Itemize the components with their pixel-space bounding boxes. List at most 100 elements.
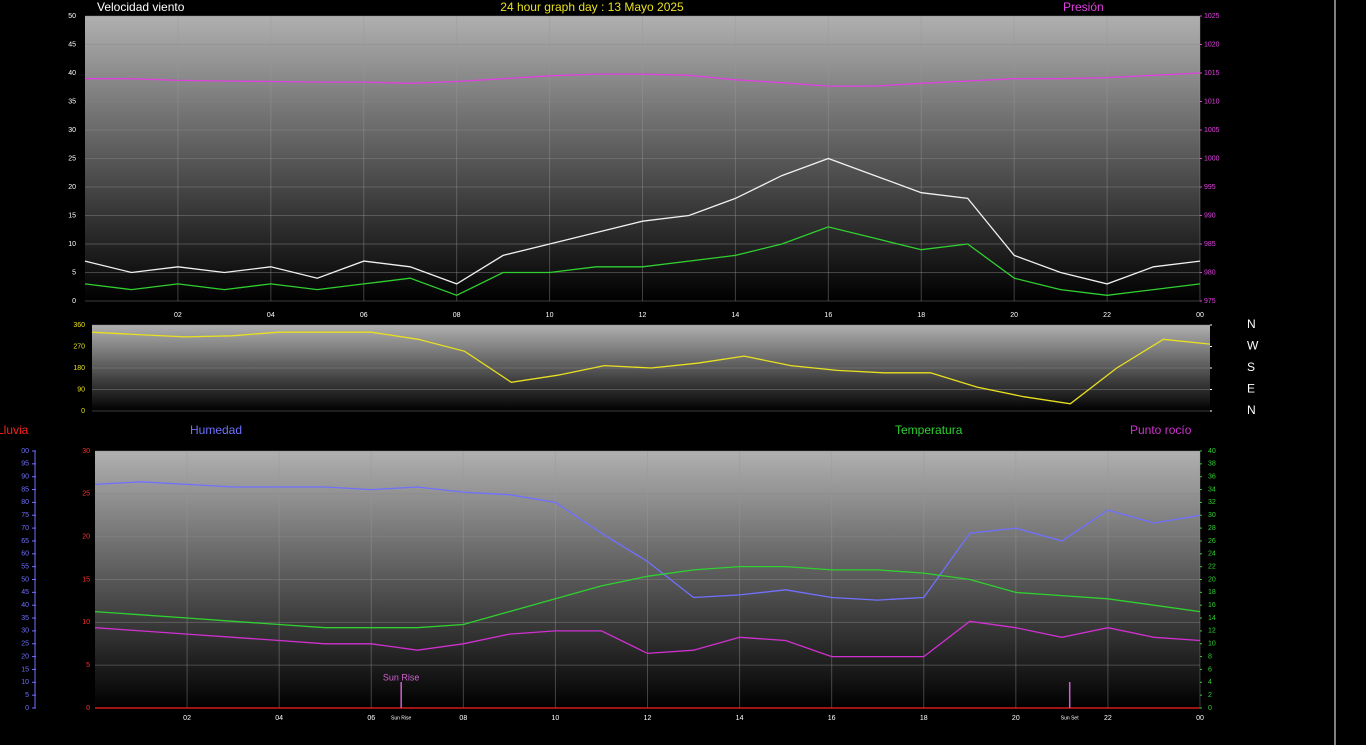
y3-tick-label: 0 <box>25 705 29 712</box>
x-tick-label: 22 <box>1103 312 1111 319</box>
y2-tick-label: 1000 <box>1204 155 1220 162</box>
y3-tick-label: 20 <box>21 653 29 660</box>
y2-tick-label: 8 <box>1208 653 1212 660</box>
y3-tick-label: 90 <box>21 474 29 481</box>
y3-tick-label: 85 <box>21 486 29 493</box>
legend-label: Lluvia <box>0 423 29 437</box>
y-tick-label: 45 <box>68 41 76 48</box>
y2-tick-label: 6 <box>1208 666 1212 673</box>
y-tick-label: 0 <box>86 705 90 712</box>
y2-tick-label: 1005 <box>1204 127 1220 134</box>
y-tick-label: 5 <box>72 269 76 276</box>
x-tick-label: 06 <box>367 715 375 722</box>
y-tick-label: 0 <box>81 408 85 415</box>
x-tick-label: 12 <box>639 312 647 319</box>
y3-tick-label: 30 <box>21 628 29 635</box>
legend-label: Temperatura <box>895 423 963 437</box>
series-line <box>91 331 1211 405</box>
x-tick-label: 00 <box>1196 715 1204 722</box>
y2-tick-label: 34 <box>1208 486 1216 493</box>
y-tick-label: 25 <box>68 155 76 162</box>
y2-tick-label: 4 <box>1208 679 1212 686</box>
y2-tick-label: 990 <box>1204 212 1216 219</box>
x-tick-label: 14 <box>732 312 740 319</box>
y-tick-label: 15 <box>82 576 90 583</box>
y3-tick-label: 95 <box>21 461 29 468</box>
y2-tick-label: 22 <box>1208 563 1216 570</box>
y3-tick-label: 00 <box>21 448 29 455</box>
y2-tick-label: 14 <box>1208 615 1216 622</box>
chart-title: 24 hour graph day : 13 Mayo 2025 <box>500 0 684 14</box>
y3-tick-label: 45 <box>21 589 29 596</box>
chart-panel: 0510152025303540455097598098599099510001… <box>68 0 1219 319</box>
y-tick-label: 35 <box>68 98 76 105</box>
y-tick-label: 10 <box>68 241 76 248</box>
y-tick-label: 25 <box>82 491 90 498</box>
y2-tick-label: E <box>1247 382 1255 396</box>
y-tick-label: 20 <box>82 534 90 541</box>
y3-tick-label: 40 <box>21 602 29 609</box>
y2-tick-label: 26 <box>1208 538 1216 545</box>
y-tick-label: 30 <box>82 448 90 455</box>
series-line <box>85 72 1201 87</box>
series-line <box>84 157 1201 285</box>
y2-tick-label: 10 <box>1208 641 1216 648</box>
y2-tick-label: 20 <box>1208 576 1216 583</box>
legend-label: Velocidad viento <box>97 0 185 14</box>
y2-tick-label: 2 <box>1208 692 1212 699</box>
y2-tick-label: 38 <box>1208 461 1216 468</box>
y-tick-label: 360 <box>73 322 85 329</box>
y2-tick-label: 1010 <box>1204 98 1220 105</box>
x-tick-label: 10 <box>546 312 554 319</box>
y2-tick-label: 40 <box>1208 448 1216 455</box>
x-tick-label: 12 <box>644 715 652 722</box>
x-tick-label: 22 <box>1104 715 1112 722</box>
y2-tick-label: N <box>1247 317 1256 331</box>
y2-tick-label: 24 <box>1208 551 1216 558</box>
y-tick-label: 30 <box>68 127 76 134</box>
y2-tick-label: S <box>1247 360 1255 374</box>
y-tick-label: 15 <box>68 212 76 219</box>
y-tick-label: 40 <box>68 70 76 77</box>
series-line <box>84 226 1201 297</box>
x-tick-label: 02 <box>183 715 191 722</box>
y3-tick-label: 65 <box>21 538 29 545</box>
y3-tick-label: 10 <box>21 679 29 686</box>
y2-tick-label: 16 <box>1208 602 1216 609</box>
y3-tick-label: 15 <box>21 666 29 673</box>
y2-tick-label: 975 <box>1204 298 1216 305</box>
y-tick-label: 180 <box>73 365 85 372</box>
y3-tick-label: 25 <box>21 641 29 648</box>
y3-tick-label: 60 <box>21 551 29 558</box>
y2-tick-label: 1015 <box>1204 70 1220 77</box>
x-tick-label: 20 <box>1012 715 1020 722</box>
y2-tick-label: 30 <box>1208 512 1216 519</box>
x-tick-label: 20 <box>1010 312 1018 319</box>
y3-tick-label: 55 <box>21 563 29 570</box>
x-tick-label: 16 <box>828 715 836 722</box>
plot-area <box>95 451 1200 708</box>
y2-tick-label: 36 <box>1208 474 1216 481</box>
y2-tick-label: W <box>1247 339 1259 353</box>
x-tick-label: 06 <box>360 312 368 319</box>
x-tick-label: 18 <box>920 715 928 722</box>
chart-panel: 0510152025300246810121416182022242628303… <box>0 423 1216 722</box>
y2-tick-label: 1025 <box>1204 13 1220 20</box>
y3-tick-label: 50 <box>21 576 29 583</box>
y2-tick-label: 32 <box>1208 499 1216 506</box>
y3-tick-label: 35 <box>21 615 29 622</box>
plot-area <box>85 16 1200 301</box>
x-tick-label: 14 <box>736 715 744 722</box>
x-tick-label: 02 <box>174 312 182 319</box>
y2-tick-label: 985 <box>1204 241 1216 248</box>
y2-tick-label: 1020 <box>1204 41 1220 48</box>
annotation-label: Sun Rise <box>391 715 412 721</box>
series-line <box>94 481 1201 601</box>
x-tick-label: 10 <box>552 715 560 722</box>
y3-tick-label: 5 <box>25 692 29 699</box>
y-tick-label: 90 <box>77 386 85 393</box>
y2-tick-label: 18 <box>1208 589 1216 596</box>
y3-tick-label: 70 <box>21 525 29 532</box>
